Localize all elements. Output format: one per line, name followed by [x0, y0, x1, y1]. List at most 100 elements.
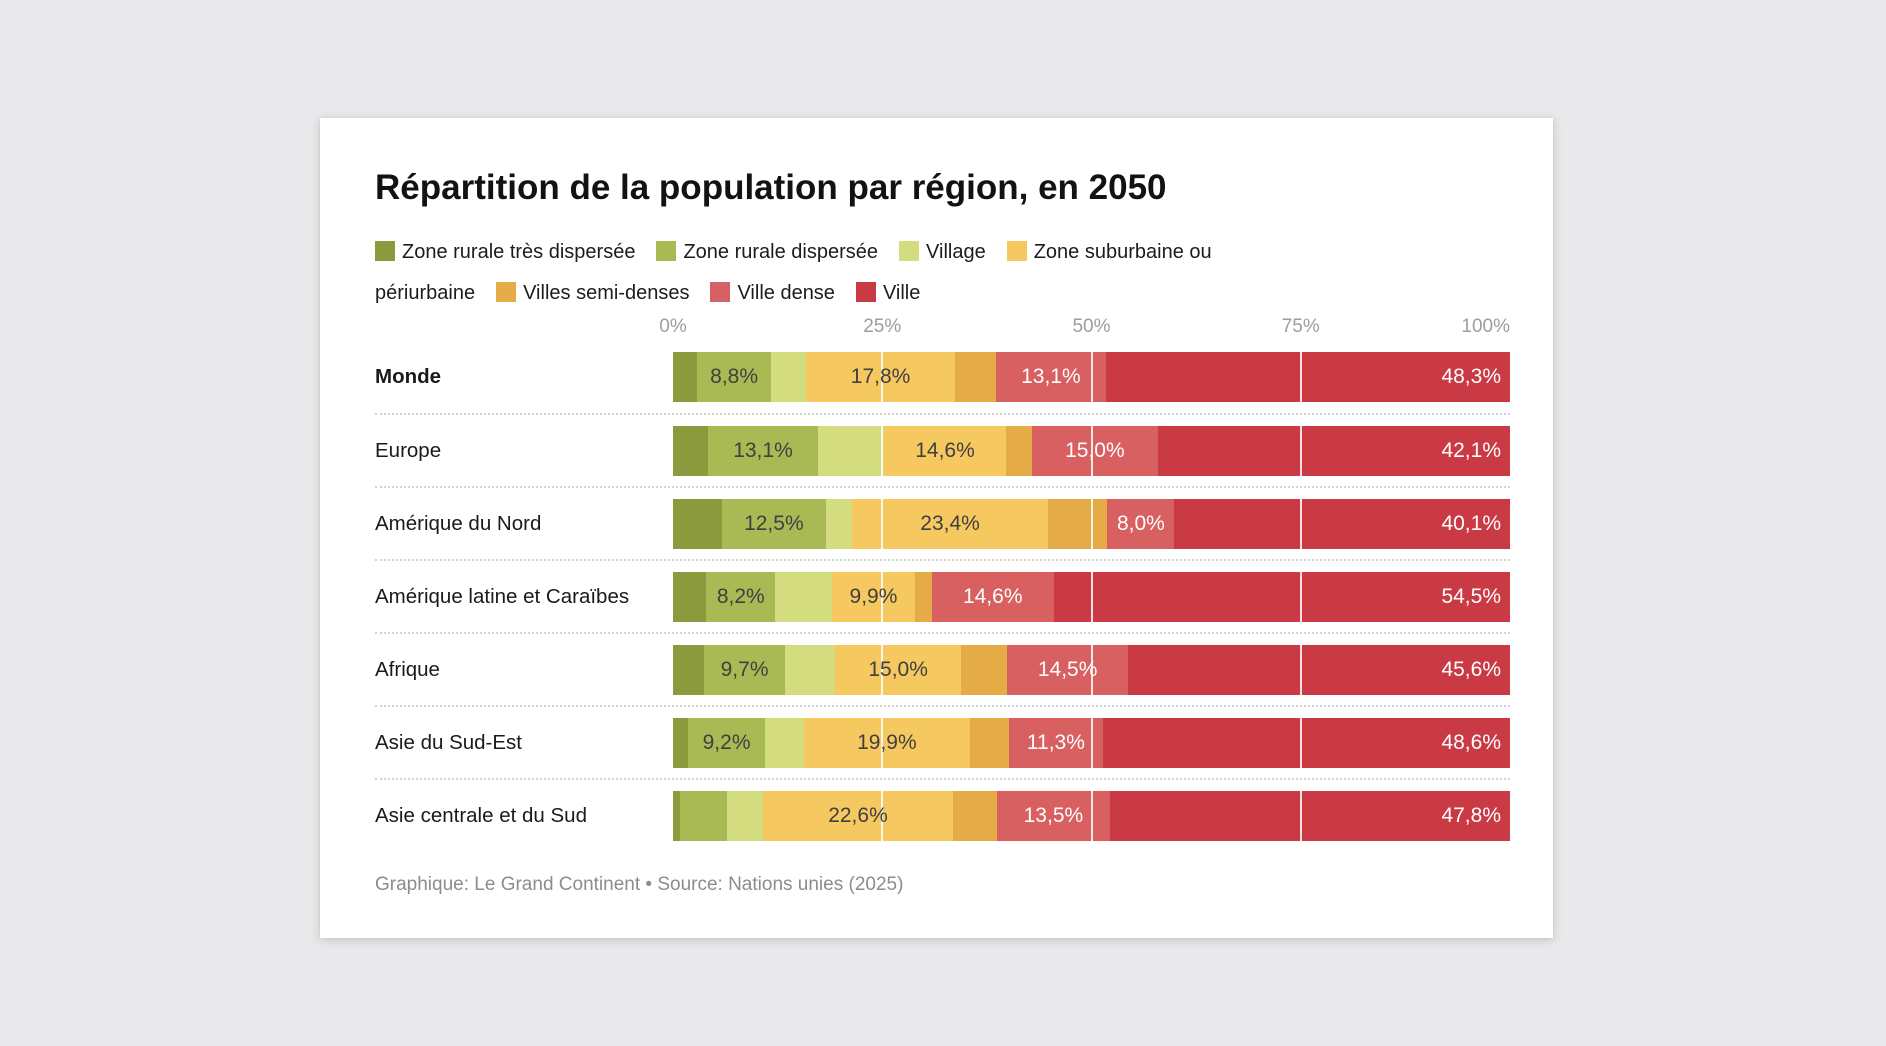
bar-segment[interactable] [1032, 425, 1158, 476]
bar-row: Afrique 9,7% 15,0% 14,5% 45,6% [375, 632, 1510, 705]
bar-segment[interactable] [1006, 644, 1129, 695]
bar-row: Asie du Sud-Est 9,2% 19,9% 11,3% 48,6% [375, 705, 1510, 778]
bar-segment[interactable] [1103, 717, 1510, 768]
axis-tick-label-100: 100% [1461, 316, 1510, 337]
chart-card: Répartition de la population par région,… [320, 118, 1553, 938]
segment-value-label: 14,5% [1037, 657, 1098, 681]
legend-label: Zone rurale dispersée [683, 241, 879, 263]
bar-segment[interactable] [785, 644, 836, 695]
bar-segment[interactable] [852, 498, 1048, 549]
stacked-bar: 13,1% 14,6% 15,0% 42,1% [673, 425, 1510, 476]
bar-segment[interactable] [721, 498, 827, 549]
bar-segment[interactable] [952, 790, 997, 841]
gridline-75 [1299, 351, 1302, 402]
bar-segment[interactable] [1128, 644, 1510, 695]
legend-swatch-icon [855, 282, 876, 302]
axis-tick-label-0: 0% [659, 316, 687, 337]
region-label: Monde [375, 364, 442, 388]
bar-segment[interactable] [835, 644, 961, 695]
bar-segment[interactable] [1109, 790, 1510, 841]
bar-segment[interactable] [708, 425, 818, 476]
legend-swatch-icon [656, 241, 677, 261]
bar-segment[interactable] [763, 790, 953, 841]
bar-segment[interactable] [673, 571, 707, 622]
chart-footer: Graphique: Le Grand Continent • Source: … [375, 874, 904, 895]
bar-row: Asie centrale et du Sud 22,6% 13,5% 47,8% [375, 778, 1510, 851]
legend-swatch-icon [1006, 241, 1027, 261]
bar-segment[interactable] [1157, 425, 1510, 476]
segment-value-label: 15,0% [868, 657, 928, 681]
segment-value-label: 23,4% [920, 511, 980, 535]
region-label: Afrique [375, 657, 440, 681]
bar-segment[interactable] [1008, 717, 1104, 768]
gridline-25 [881, 571, 884, 622]
legend-item-6: Ville dense [710, 282, 835, 304]
bar-segment[interactable] [955, 351, 997, 402]
bar-segment[interactable] [726, 790, 764, 841]
region-label: Asie du Sud-Est [375, 730, 522, 754]
gridline-75 [1299, 717, 1302, 768]
bar-segment[interactable] [1105, 351, 1510, 402]
legend-item-4: Zone suburbaine ou périurbaine [375, 241, 1212, 304]
legend-item-7: Ville [855, 282, 920, 304]
bar-segment[interactable] [1174, 498, 1510, 549]
segment-value-label: 8,8% [710, 364, 759, 388]
bar-segment[interactable] [803, 717, 971, 768]
bar-segment[interactable] [673, 644, 704, 695]
bar-segment[interactable] [826, 498, 853, 549]
bar-segment[interactable] [673, 790, 680, 841]
segment-value-label: 12,5% [744, 511, 804, 535]
gridline-75 [1299, 425, 1302, 476]
bar-segment[interactable] [673, 717, 689, 768]
bar-segment[interactable] [1107, 498, 1175, 549]
axis-tick-label-25: 25% [863, 316, 902, 337]
bar-segment[interactable] [914, 571, 932, 622]
bar-segment[interactable] [1047, 498, 1108, 549]
segment-value-label: 47,8% [1441, 803, 1501, 827]
segment-value-label: 9,9% [849, 584, 898, 608]
bar-segment[interactable] [673, 498, 722, 549]
chart-card-inner: Répartition de la population par région,… [320, 118, 1553, 897]
gridline-75 [1299, 790, 1302, 841]
bar-segment[interactable] [775, 571, 833, 622]
bar-segment[interactable] [688, 717, 766, 768]
bar-segment[interactable] [679, 790, 727, 841]
bar-segment[interactable] [673, 425, 709, 476]
bar-segment[interactable] [765, 717, 804, 768]
bar-segment[interactable] [970, 717, 1009, 768]
bar-row: Amérique du Nord 12,5% 23,4% 8,0% 40,1% [375, 486, 1510, 559]
bar-segment[interactable] [706, 571, 776, 622]
bar-segment[interactable] [770, 351, 807, 402]
bar-segment[interactable] [673, 351, 698, 402]
segment-value-label: 48,6% [1441, 730, 1501, 754]
legend-label: Zone suburbaine ou périurbaine [375, 241, 1212, 304]
legend-item-1: Zone rurale très dispersée [375, 241, 635, 263]
bar-segment[interactable] [806, 351, 956, 402]
segment-value-label: 13,5% [1023, 803, 1084, 827]
stacked-bar: 12,5% 23,4% 8,0% 40,1% [673, 498, 1510, 549]
segment-value-label: 48,3% [1441, 364, 1501, 388]
segment-value-label: 42,1% [1441, 438, 1501, 462]
bar-segment[interactable] [703, 644, 786, 695]
legend-item-3: Village [899, 241, 986, 263]
bar-segment[interactable] [832, 571, 915, 622]
gridline-25 [881, 351, 884, 402]
gridline-25 [881, 790, 884, 841]
bar-segment[interactable] [697, 351, 771, 402]
bar-segment[interactable] [817, 425, 884, 476]
bar-rows: Monde 8,8% 17,8% 13,1% 48,3% Europe 13,1% 14,6%… [375, 340, 1510, 851]
gridline-25 [881, 644, 884, 695]
segment-value-label: 14,6% [915, 438, 975, 462]
legend-swatch-icon [496, 282, 517, 302]
stacked-bar: 22,6% 13,5% 47,8% [673, 790, 1510, 841]
bar-segment[interactable] [1006, 425, 1033, 476]
segment-value-label: 19,9% [857, 730, 917, 754]
legend-label: Village [926, 241, 986, 263]
bar-segment[interactable] [883, 425, 1007, 476]
bar-segment[interactable] [1053, 571, 1510, 622]
bar-segment[interactable] [960, 644, 1007, 695]
bar-segment[interactable] [931, 571, 1054, 622]
segment-value-label: 17,8% [850, 364, 911, 388]
segment-value-label: 13,1% [1021, 364, 1081, 388]
bar-segment[interactable] [996, 351, 1106, 402]
